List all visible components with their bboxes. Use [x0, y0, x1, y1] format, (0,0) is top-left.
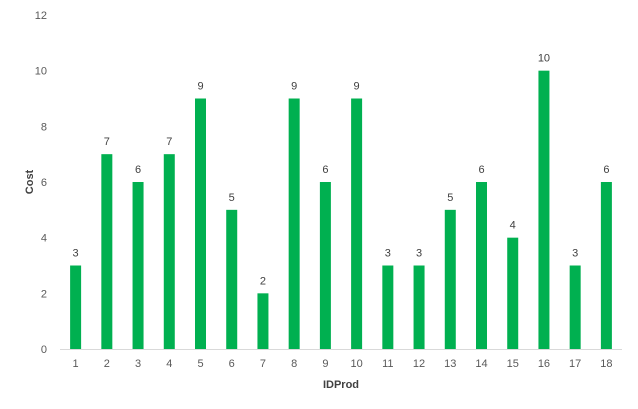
- y-axis-ticks: 0 2 4 6 8 10 12: [35, 10, 47, 356]
- bar-data-label: 6: [322, 164, 328, 176]
- x-tick-label: 15: [507, 358, 519, 370]
- x-tick-label: 4: [166, 358, 172, 370]
- y-tick-label: 4: [41, 233, 47, 245]
- bar-data-label: 5: [447, 192, 453, 204]
- x-tick-label: 6: [229, 358, 235, 370]
- bars-group: [70, 70, 612, 350]
- x-tick-label: 5: [197, 358, 203, 370]
- y-tick-label: 12: [35, 10, 47, 22]
- bar: [476, 182, 487, 349]
- bar: [101, 154, 113, 349]
- bar: [226, 209, 238, 349]
- bar-data-label: 7: [104, 136, 110, 148]
- bar: [132, 182, 144, 349]
- bar-data-label: 3: [73, 248, 79, 260]
- x-tick-label: 13: [444, 358, 456, 370]
- bar: [163, 154, 175, 349]
- bar: [382, 265, 394, 349]
- bar: [70, 265, 82, 349]
- x-axis-ticks: 1 2 3 4 5 6 7 8 9 10 11 12 13 14 15 16 17 18: [73, 358, 613, 370]
- x-tick-label: 18: [600, 358, 612, 370]
- bar: [413, 265, 425, 349]
- bar-data-label: 6: [478, 164, 484, 176]
- bar-data-label: 9: [354, 81, 360, 93]
- bar-data-label: 3: [572, 248, 578, 260]
- bar-data-label: 6: [135, 164, 141, 176]
- x-tick-label: 3: [135, 358, 141, 370]
- y-tick-label: 0: [41, 344, 47, 356]
- y-tick-label: 6: [41, 177, 47, 189]
- bar-data-label: 3: [385, 248, 391, 260]
- bar: [600, 182, 612, 349]
- x-tick-label: 7: [260, 358, 266, 370]
- x-axis-title: IDProd: [323, 379, 359, 391]
- x-tick-label: 8: [291, 358, 297, 370]
- bar: [569, 265, 581, 349]
- bar-data-label: 4: [510, 220, 516, 232]
- y-tick-label: 10: [35, 66, 47, 78]
- bar-data-label: 9: [197, 81, 203, 93]
- bar-data-label: 5: [229, 192, 235, 204]
- bar-data-label: 3: [416, 248, 422, 260]
- bar: [538, 70, 550, 350]
- bar-data-label: 2: [260, 275, 266, 287]
- bar-data-label: 10: [538, 53, 550, 65]
- bar-data-label: 7: [166, 136, 172, 148]
- bar: [507, 237, 519, 349]
- x-tick-label: 10: [350, 358, 362, 370]
- x-tick-label: 16: [538, 358, 550, 370]
- bar: [351, 98, 363, 349]
- x-tick-label: 9: [322, 358, 328, 370]
- x-tick-label: 12: [413, 358, 425, 370]
- y-axis-title: Cost: [24, 169, 36, 194]
- bar: [444, 209, 456, 349]
- bar-data-label: 6: [603, 164, 609, 176]
- bar: [319, 182, 331, 349]
- x-tick-label: 14: [475, 358, 487, 370]
- x-tick-label: 2: [104, 358, 110, 370]
- x-tick-label: 11: [382, 358, 393, 370]
- x-tick-label: 1: [73, 358, 79, 370]
- y-tick-label: 8: [41, 121, 47, 133]
- bar: [195, 98, 206, 349]
- x-tick-label: 17: [569, 358, 581, 370]
- bar: [288, 98, 300, 349]
- bar: [257, 293, 269, 349]
- data-labels-group: 3 7 6 7 9 5 2 9 6 9 3 3 5 6 4 10 3 6: [73, 53, 610, 288]
- y-tick-label: 2: [41, 288, 47, 300]
- bar-data-label: 9: [291, 81, 297, 93]
